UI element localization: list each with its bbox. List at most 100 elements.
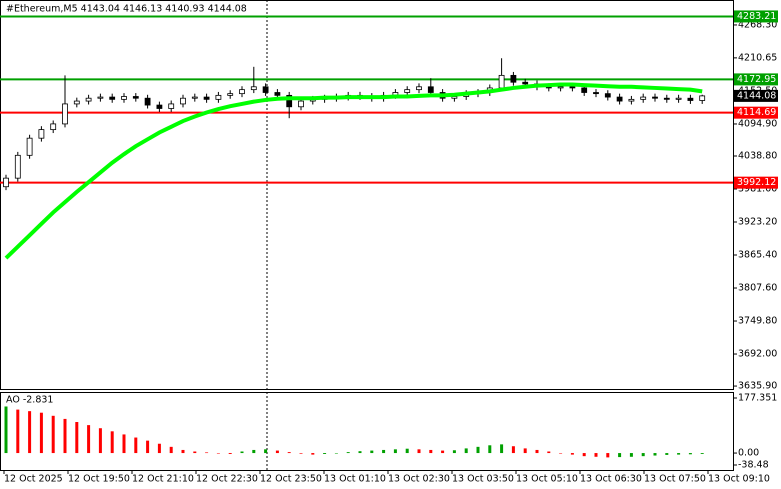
level-label: 4114.69	[737, 107, 776, 118]
ao-bar	[110, 431, 114, 454]
chart-title: #Ethereum,M5 4143.04 4146.13 4140.93 414…	[6, 4, 247, 15]
ao-bar	[429, 449, 433, 454]
ao-bar	[653, 453, 657, 456]
level-tag	[734, 106, 778, 119]
candle-body	[180, 97, 186, 105]
ao-bar	[216, 453, 220, 454]
ao-bar	[547, 451, 551, 454]
ao-bar	[464, 448, 468, 454]
y-tick-label: 3865.40	[738, 250, 777, 261]
ao-panel	[0, 392, 734, 471]
y-tick-label: 3807.60	[738, 283, 777, 294]
ao-bar	[28, 411, 32, 454]
candle-body	[144, 97, 151, 106]
x-tick-label: 12 Oct 23:50	[260, 474, 322, 485]
ao-bar	[122, 434, 126, 454]
ao-bar	[134, 437, 138, 454]
y-tick-label: 3749.80	[738, 316, 777, 327]
x-tick-label: 13 Oct 02:30	[388, 474, 450, 485]
x-tick-label: 12 Oct 19:50	[68, 474, 130, 485]
candle-body	[286, 94, 293, 108]
x-tick-label: 13 Oct 06:30	[580, 474, 642, 485]
candle-body	[203, 96, 210, 100]
y-tick-label: 3635.90	[738, 381, 777, 392]
candle-body	[416, 86, 422, 91]
candle-body	[156, 104, 163, 109]
ao-bar	[370, 450, 374, 454]
candle-body	[675, 97, 682, 100]
candle-body	[26, 137, 33, 156]
candle-body	[97, 96, 104, 99]
ao-bar	[665, 453, 669, 455]
candle-body	[498, 74, 505, 89]
ao-bar	[157, 443, 161, 454]
ao-bar	[299, 453, 303, 454]
candle-body	[557, 86, 564, 89]
ao-y-tick-label: -38.48	[738, 460, 769, 471]
candle-body	[250, 86, 257, 91]
ao-bar	[275, 450, 279, 454]
candle-body	[699, 95, 706, 101]
candle-body	[404, 89, 411, 93]
ao-bar	[323, 453, 327, 454]
ao-bar	[63, 418, 67, 454]
ao-bar	[405, 448, 409, 454]
ao-bar	[252, 449, 256, 454]
ao-bar	[511, 446, 515, 454]
candle-body	[581, 87, 588, 93]
y-tick-label: 3981.00	[738, 184, 777, 195]
ao-bar	[146, 440, 150, 454]
ao-bar	[417, 449, 421, 454]
ao-bar	[264, 449, 268, 454]
last-price-tag	[734, 89, 778, 102]
candle-body	[121, 96, 127, 100]
candle-body	[663, 97, 670, 100]
ao-bar	[205, 452, 209, 454]
ao-bar	[75, 422, 79, 454]
y-tick-label: 3923.20	[738, 217, 777, 228]
ao-bar	[181, 449, 185, 454]
candle-body	[569, 86, 576, 89]
ao-bar	[16, 409, 20, 454]
level-label: 4172.95	[737, 74, 776, 85]
ao-bar	[98, 428, 102, 454]
ao-bar	[606, 453, 610, 458]
x-tick-label: 12 Oct 22:30	[196, 474, 258, 485]
last-price-label: 4144.08	[737, 90, 776, 101]
candle-body	[50, 123, 57, 131]
x-tick-label: 12 Oct 21:10	[132, 474, 194, 485]
ao-bar	[87, 425, 91, 454]
candle-body	[191, 96, 198, 99]
ao-bar	[393, 449, 397, 454]
candle-body	[616, 96, 623, 102]
ao-y-tick-label: 0.00	[738, 448, 759, 459]
y-tick-label: 4038.80	[738, 151, 777, 162]
candle-body	[687, 97, 694, 101]
ao-bar	[311, 453, 315, 455]
y-tick-label: 3692.00	[738, 349, 777, 360]
ao-bar	[582, 453, 586, 457]
ao-bar	[688, 453, 692, 455]
ao-bar	[452, 450, 456, 454]
candle-body	[168, 103, 175, 109]
ao-bar	[641, 453, 645, 457]
ao-bar	[334, 453, 338, 454]
ao-bar	[39, 412, 43, 454]
x-tick-label: 13 Oct 09:10	[708, 474, 770, 485]
ao-bar	[441, 450, 445, 454]
ao-bar	[570, 453, 574, 455]
ao-bar	[51, 415, 55, 454]
candle-body	[427, 86, 434, 93]
ao-bar	[523, 448, 527, 454]
main-panel	[0, 0, 734, 390]
ao-bar	[476, 446, 480, 454]
x-tick-label: 13 Oct 03:50	[452, 474, 514, 485]
ao-bar	[700, 453, 704, 454]
ao-bar	[193, 451, 197, 454]
y-tick-label: 4268.30	[738, 19, 777, 30]
ao-y-tick-label: 177.351	[738, 393, 777, 404]
candle-body	[274, 92, 281, 96]
x-tick-label: 13 Oct 05:10	[516, 474, 578, 485]
level-tag	[734, 176, 778, 189]
